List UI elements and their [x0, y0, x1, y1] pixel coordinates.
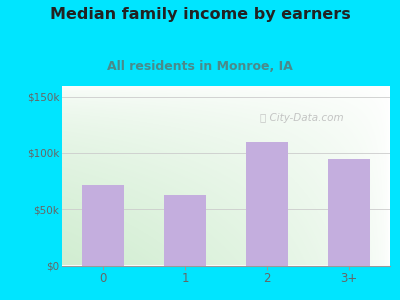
Text: ⓘ City-Data.com: ⓘ City-Data.com	[260, 113, 343, 123]
Bar	[246, 142, 288, 266]
Bar	[82, 184, 124, 266]
Bar	[328, 159, 370, 266]
Bar	[164, 195, 206, 266]
Text: Median family income by earners: Median family income by earners	[50, 8, 350, 22]
Text: All residents in Monroe, IA: All residents in Monroe, IA	[107, 60, 293, 73]
